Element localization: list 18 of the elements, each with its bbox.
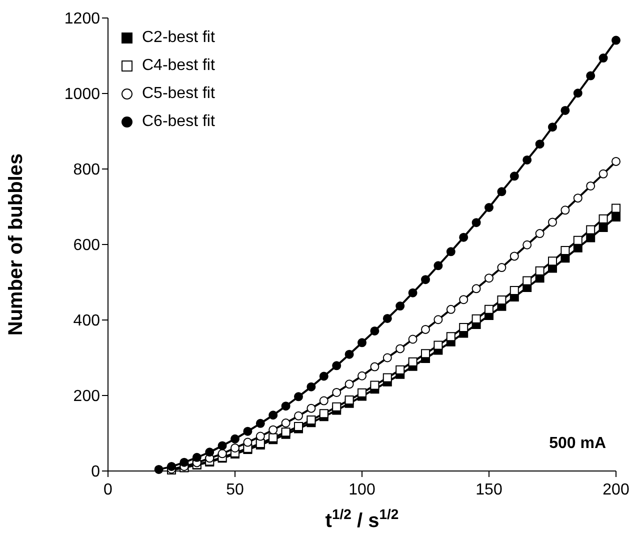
x-tick-label: 100 — [348, 481, 376, 498]
y-tick-label: 400 — [73, 312, 100, 330]
x-tick-label: 50 — [226, 481, 244, 498]
legend-label: C5-best fit — [142, 85, 215, 103]
annotation: 500 mA — [549, 435, 606, 453]
y-tick-label: 600 — [73, 237, 100, 254]
y-tick-label: 200 — [73, 388, 100, 406]
y-tick-label: 0 — [91, 464, 100, 481]
y-tick-label: 1200 — [64, 10, 100, 28]
y-tick-label: 1000 — [64, 86, 100, 104]
x-tick-label: 150 — [476, 481, 502, 498]
x-tick-label: 200 — [602, 481, 630, 498]
legend-label: C4-best fit — [142, 57, 215, 75]
x-tick-label: 0 — [104, 481, 113, 498]
legend-label: C6-best fit — [142, 113, 215, 131]
legend-label: C2-best fit — [142, 29, 215, 47]
y-tick-label: 800 — [73, 162, 100, 179]
x-axis-title: t$^{1/2}$ / s$^{1/2}$ — [325, 506, 399, 532]
